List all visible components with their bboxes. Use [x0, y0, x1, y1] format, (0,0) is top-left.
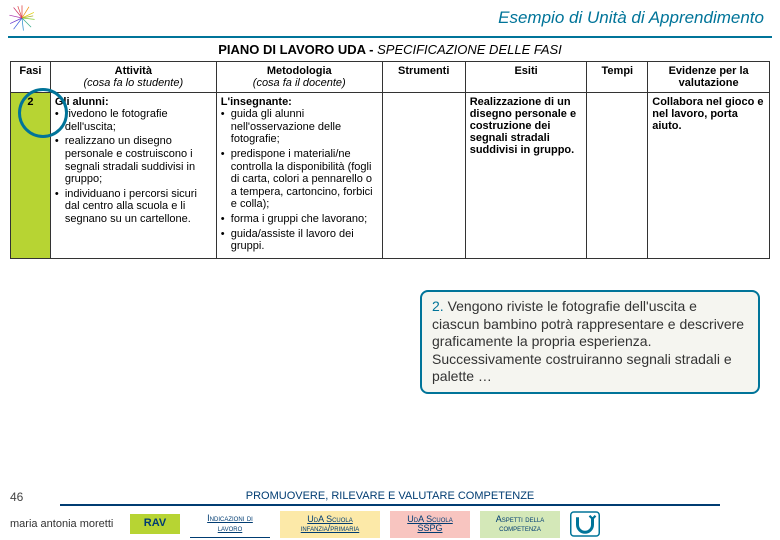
attivita-item: realizzano un disegno personale e costru…	[55, 135, 212, 186]
col-strumenti: Strumenti	[382, 62, 465, 93]
header-bar: Esempio di Unità di Apprendimento	[0, 0, 780, 36]
cell-evidenze: Collabora nel gioco e nel lavoro, porta …	[648, 93, 770, 259]
title-underline	[8, 36, 772, 38]
attivita-item: rivedono le fotografie dell'uscita;	[55, 108, 212, 133]
table-row: 2 Gli alunni: rivedono le fotografie del…	[11, 93, 770, 259]
metodologia-item: guida/assiste il lavoro dei gruppi.	[221, 228, 378, 253]
col-metodologia: Metodologia (cosa fa il docente)	[216, 62, 382, 93]
return-icon[interactable]	[570, 511, 600, 537]
uda-infanzia-button[interactable]: UdA Scuola infanzia/primaria	[280, 511, 380, 538]
attivita-item: individuano i percorsi sicuri dal centro…	[55, 188, 212, 226]
col-attivita: Attività (cosa fa lo studente)	[50, 62, 216, 93]
callout-number: 2.	[432, 298, 444, 314]
cell-tempi	[587, 93, 648, 259]
col-esiti: Esiti	[465, 62, 587, 93]
indicazioni-button[interactable]: Indicazioni di lavoro	[190, 510, 270, 538]
footer: PROMUOVERE, RILEVARE E VALUTARE COMPETEN…	[0, 490, 780, 540]
subtitle-italic: SPECIFICAZIONE DELLE FASI	[373, 42, 561, 57]
metodologia-item: predispone i materiali/ne controlla la d…	[221, 148, 378, 211]
callout-box: 2. Vengono riviste le fotografie dell'us…	[420, 290, 760, 394]
page-title: Esempio di Unità di Apprendimento	[44, 8, 772, 28]
uda-sspg-button[interactable]: UdA Scuola SSPG	[390, 511, 470, 538]
cell-esiti: Realizzazione di un disegno personale e …	[465, 93, 587, 259]
cell-fase: 2	[11, 93, 51, 259]
subtitle: PIANO DI LAVORO UDA - SPECIFICAZIONE DEL…	[0, 42, 780, 57]
rav-button[interactable]: RAV	[130, 514, 180, 534]
metodologia-item: guida gli alunni nell'osservazione delle…	[221, 108, 378, 146]
author-name: maria antonia moretti	[10, 518, 120, 530]
col-tempi: Tempi	[587, 62, 648, 93]
starburst-logo	[8, 4, 36, 32]
phases-table: Fasi Attività (cosa fa lo studente) Meto…	[10, 61, 770, 259]
col-evidenze: Evidenze per la valutazione	[648, 62, 770, 93]
aspetti-button[interactable]: Aspetti della competenza	[480, 511, 560, 538]
callout-text: Vengono riviste le fotografie dell'uscit…	[432, 298, 744, 384]
cell-metodologia: L'insegnante: guida gli alunni nell'osse…	[216, 93, 382, 259]
cell-attivita: Gli alunni: rivedono le fotografie dell'…	[50, 93, 216, 259]
col-fasi: Fasi	[11, 62, 51, 93]
cell-strumenti	[382, 93, 465, 259]
footer-row: maria antonia moretti RAV Indicazioni di…	[0, 508, 780, 540]
footer-title: PROMUOVERE, RILEVARE E VALUTARE COMPETEN…	[60, 490, 720, 506]
table-header-row: Fasi Attività (cosa fa lo studente) Meto…	[11, 62, 770, 93]
subtitle-bold: PIANO DI LAVORO UDA -	[218, 42, 373, 57]
metodologia-item: forma i gruppi che lavorano;	[221, 213, 378, 226]
